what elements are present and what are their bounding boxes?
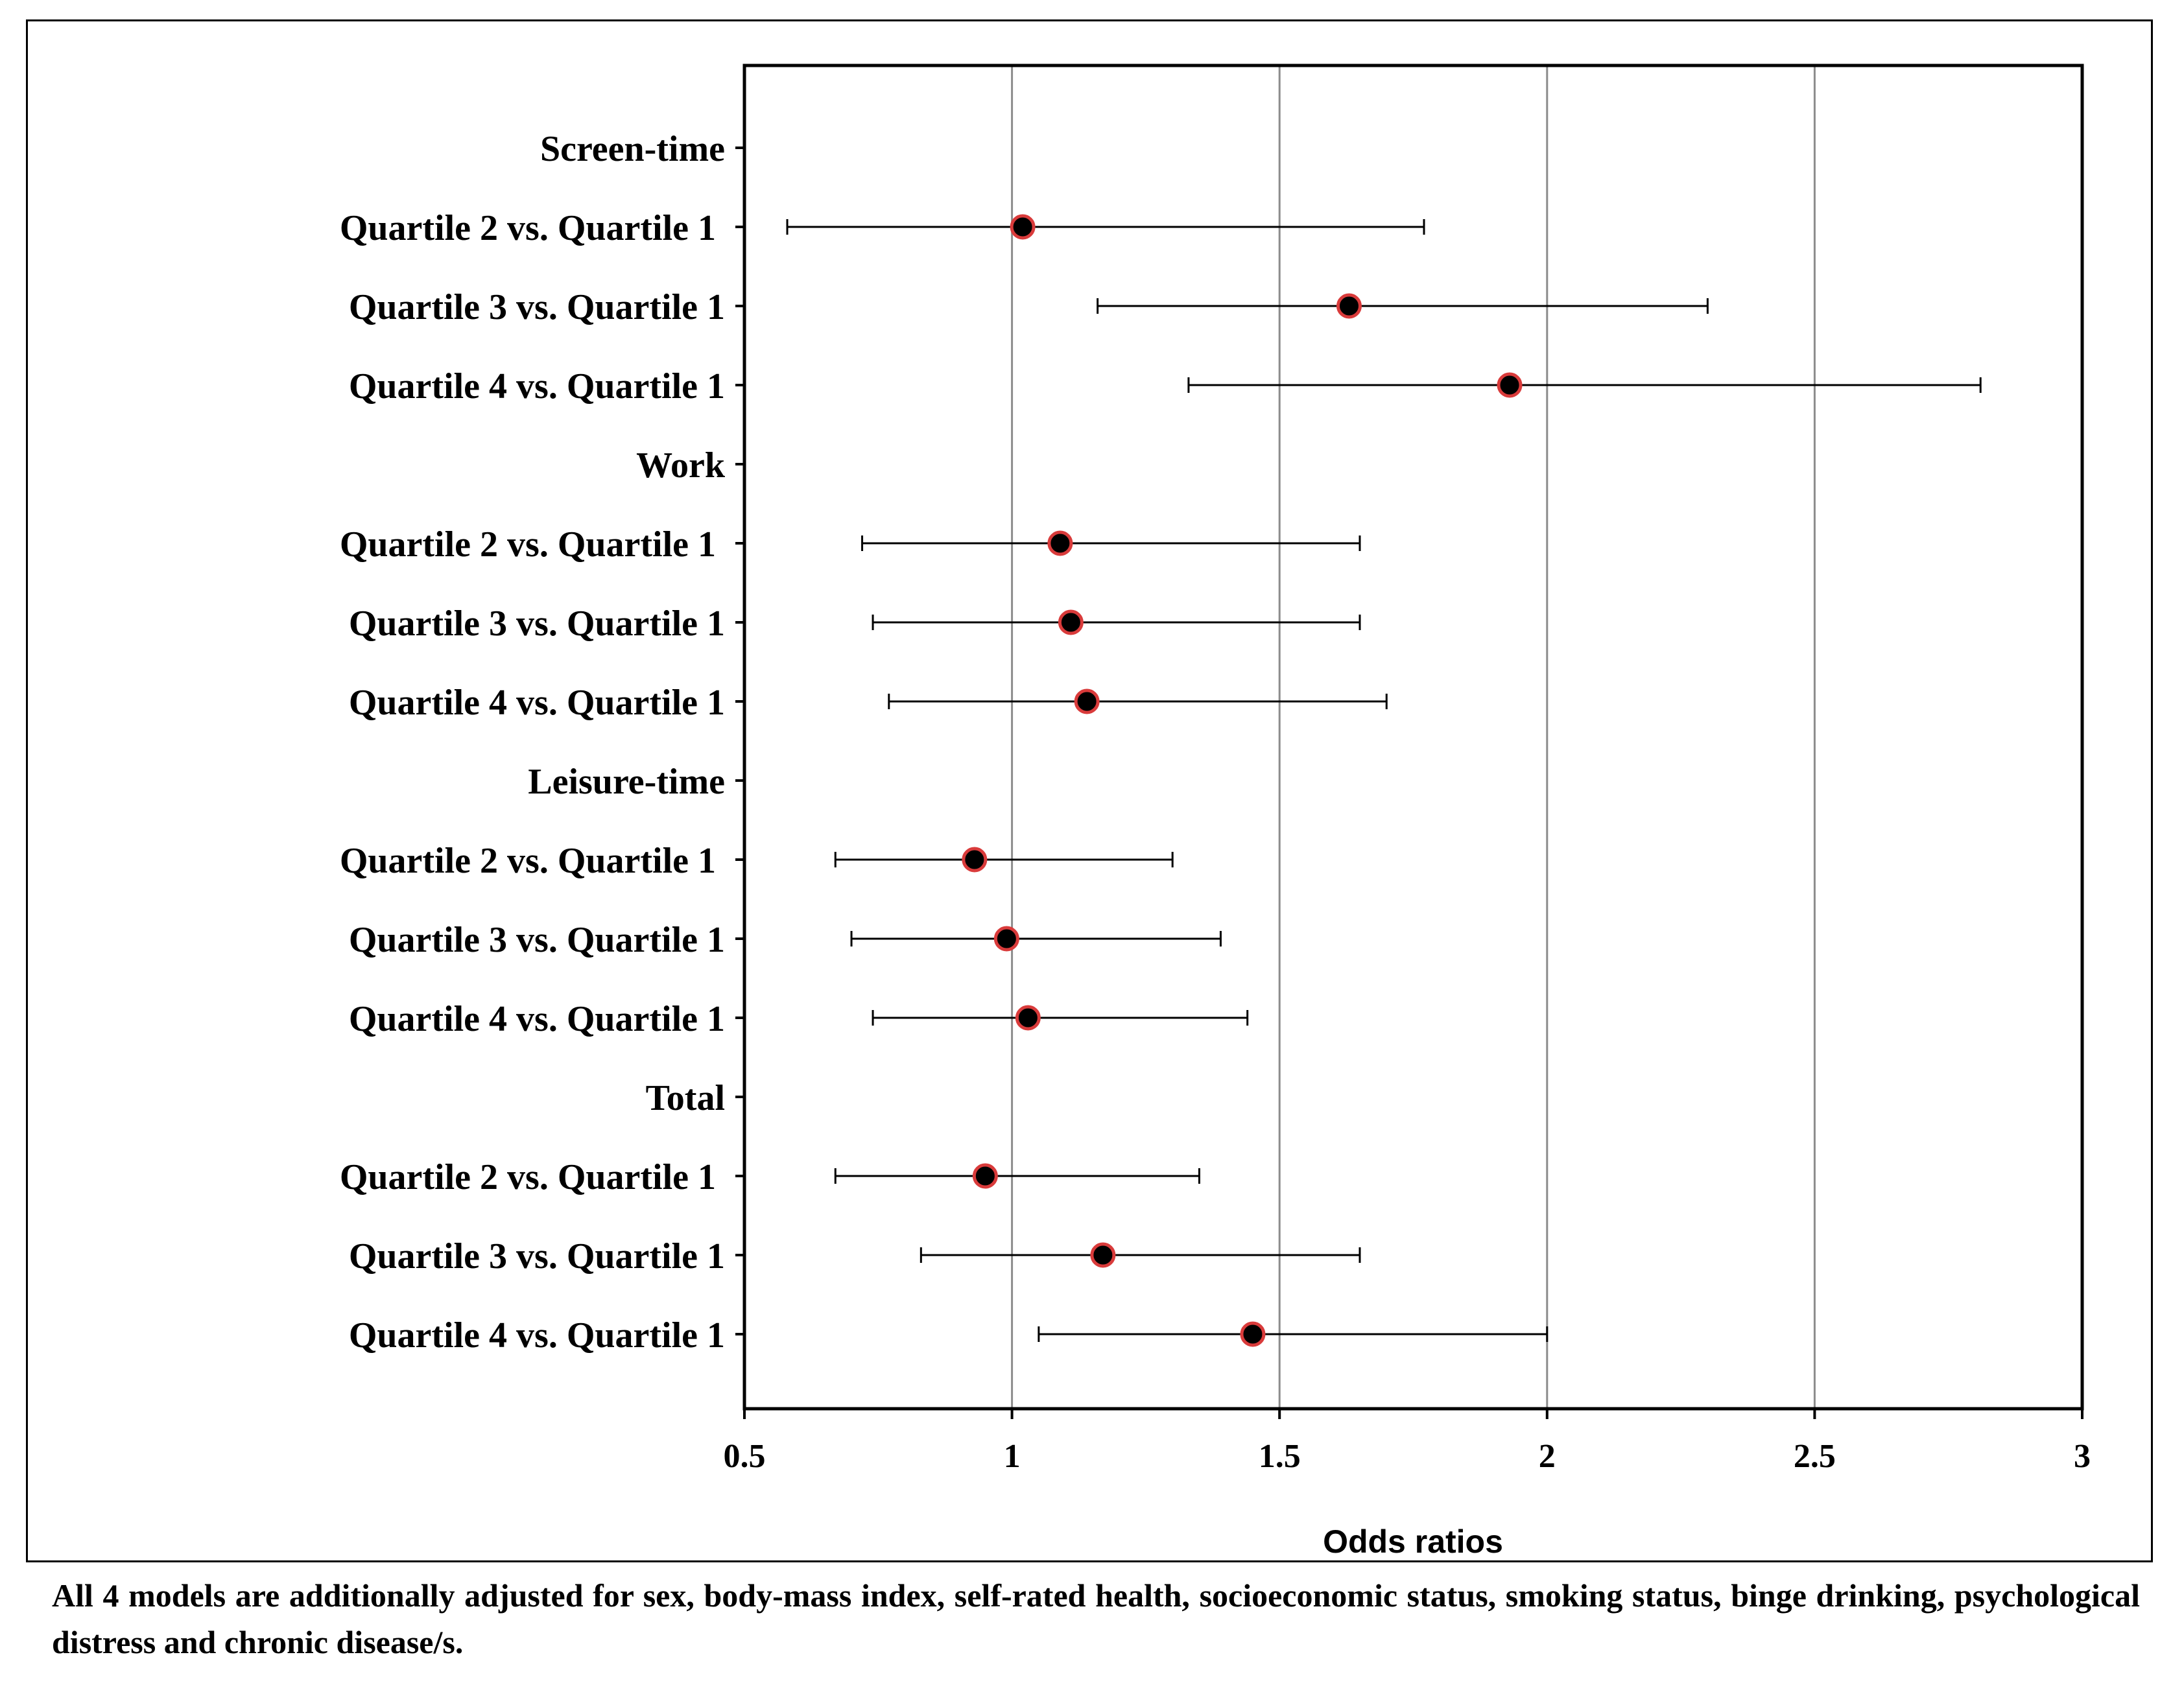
row-label: Quartile 2 vs. Quartile 1: [340, 208, 716, 248]
row-label: Quartile 3 vs. Quartile 1: [349, 287, 725, 327]
x-tick-label: 0.5: [724, 1438, 766, 1475]
estimate-row: [872, 609, 1361, 635]
odds-ratio-point: [972, 1163, 998, 1189]
group-header-label: Work: [636, 445, 726, 486]
estimate-row: [850, 926, 1222, 952]
odds-ratio-point: [1336, 293, 1362, 319]
estimate-row: [786, 214, 1425, 240]
estimate-row: [920, 1242, 1361, 1268]
chart-frame: Screen-time Quartile 2 vs. Quartile 1 Quar…: [26, 19, 2153, 1562]
estimate-row: [1038, 1321, 1549, 1347]
row-label: Quartile 3 vs. Quartile 1: [349, 920, 725, 960]
odds-ratio-point: [1015, 1005, 1041, 1031]
forest-plot: Screen-time Quartile 2 vs. Quartile 1 Quar…: [340, 64, 2091, 1560]
estimate-row: [834, 1163, 1200, 1189]
y-axis-ticks: Screen-time Quartile 2 vs. Quartile 1 Quar…: [340, 129, 744, 1356]
odds-ratio-point: [1047, 530, 1073, 556]
data-rows: [786, 214, 1982, 1347]
odds-ratio-point: [1240, 1321, 1266, 1347]
row-label: Quartile 2 vs. Quartile 1: [340, 1157, 716, 1197]
plot-axes: [742, 64, 2084, 1411]
estimate-row: [888, 688, 1388, 714]
x-tick-label: 2: [1539, 1438, 1556, 1475]
x-tick-label: 1: [1004, 1438, 1021, 1475]
estimate-row: [872, 1005, 1249, 1031]
group-header-label: Leisure-time: [528, 762, 725, 802]
group-header-label: Screen-time: [540, 129, 725, 169]
odds-ratio-point: [1074, 688, 1100, 714]
odds-ratio-point: [993, 926, 1019, 952]
odds-ratio-point: [1497, 372, 1523, 398]
x-axis-ticks: 0.5 1 1.5 2 2.5 3: [724, 1409, 2091, 1475]
row-label: Quartile 3 vs. Quartile 1: [349, 1236, 725, 1276]
x-tick-label: 1.5: [1259, 1438, 1301, 1475]
row-label: Quartile 2 vs. Quartile 1: [340, 524, 716, 565]
x-axis-title: Odds ratios: [1323, 1523, 1503, 1560]
row-label: Quartile 4 vs. Quartile 1: [349, 366, 725, 406]
odds-ratio-point: [962, 847, 988, 873]
group-header-label: Total: [646, 1078, 725, 1118]
row-label: Quartile 4 vs. Quartile 1: [349, 999, 725, 1039]
estimate-row: [861, 530, 1361, 556]
estimate-row: [1097, 293, 1709, 319]
x-tick-label: 3: [2074, 1438, 2091, 1475]
row-label: Quartile 4 vs. Quartile 1: [349, 1315, 725, 1356]
estimate-row: [1187, 372, 1982, 398]
figure-caption: All 4 models are additionally adjusted f…: [52, 1577, 2140, 1660]
row-label: Quartile 4 vs. Quartile 1: [349, 683, 725, 723]
odds-ratio-point: [1058, 609, 1084, 635]
estimate-row: [834, 847, 1174, 873]
x-tick-label: 2.5: [1794, 1438, 1836, 1475]
plot-area-border: [742, 64, 2084, 1411]
row-label: Quartile 2 vs. Quartile 1: [340, 841, 716, 881]
gridlines: [1011, 65, 1816, 1409]
odds-ratio-point: [1010, 214, 1036, 240]
row-label: Quartile 3 vs. Quartile 1: [349, 604, 725, 644]
odds-ratio-point: [1090, 1242, 1116, 1268]
